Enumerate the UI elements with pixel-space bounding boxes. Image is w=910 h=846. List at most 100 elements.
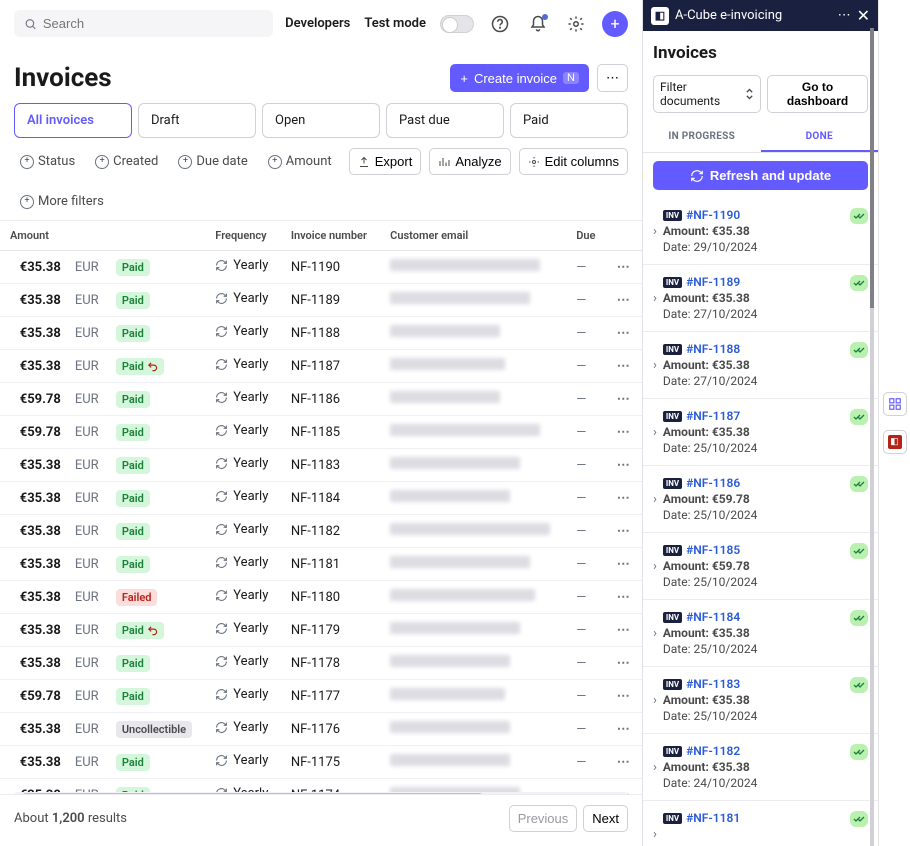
cell-invoice-number: NF-1178 bbox=[281, 647, 380, 680]
col-amount[interactable]: Amount bbox=[0, 221, 205, 251]
table-row[interactable]: €35.38 EUR Uncollectible Yearly NF-1176 … bbox=[0, 713, 642, 746]
cell-frequency: Yearly bbox=[205, 284, 281, 317]
col-due[interactable]: Due bbox=[566, 221, 607, 251]
invoice-link[interactable]: #NF-1188 bbox=[686, 342, 740, 356]
next-button[interactable]: Next bbox=[583, 805, 628, 832]
refresh-button[interactable]: Refresh and update bbox=[653, 161, 868, 190]
tab-in-progress[interactable]: IN PROGRESS bbox=[643, 123, 761, 152]
analyze-button[interactable]: Analyze bbox=[429, 148, 510, 175]
side-invoice-item[interactable]: › INV #NF-1182 Amount: €35.38Date: 24/10… bbox=[643, 734, 878, 801]
row-menu-button[interactable]: ⋯ bbox=[607, 383, 642, 416]
row-menu-button[interactable]: ⋯ bbox=[607, 647, 642, 680]
developers-link[interactable]: Developers bbox=[285, 16, 350, 31]
col-frequency[interactable]: Frequency bbox=[205, 221, 281, 251]
side-invoice-item[interactable]: › INV #NF-1186 Amount: €59.78Date: 25/10… bbox=[643, 466, 878, 533]
previous-button[interactable]: Previous bbox=[509, 805, 578, 832]
table-row[interactable]: €35.38 EUR Paid Yearly NF-1182 — ⋯ bbox=[0, 515, 642, 548]
rail-apps-icon[interactable] bbox=[883, 392, 907, 416]
side-invoice-item[interactable]: › INV #NF-1184 Amount: €35.38Date: 25/10… bbox=[643, 600, 878, 667]
table-scroll[interactable]: Amount Frequency Invoice number Customer… bbox=[0, 221, 642, 846]
row-menu-button[interactable]: ⋯ bbox=[607, 548, 642, 581]
side-scrollbar[interactable] bbox=[870, 28, 874, 846]
table-row[interactable]: €59.78 EUR Paid Yearly NF-1186 — ⋯ bbox=[0, 383, 642, 416]
col-customer-email[interactable]: Customer email bbox=[380, 221, 566, 251]
cell-status: Paid bbox=[106, 515, 205, 548]
invoice-link[interactable]: #NF-1189 bbox=[686, 275, 740, 289]
tab-paid[interactable]: Paid bbox=[510, 103, 628, 138]
filter-amount[interactable]: +Amount bbox=[262, 151, 338, 172]
table-row[interactable]: €59.78 EUR Paid Yearly NF-1185 — ⋯ bbox=[0, 416, 642, 449]
row-menu-button[interactable]: ⋯ bbox=[607, 284, 642, 317]
export-button[interactable]: Export bbox=[349, 148, 422, 175]
help-icon[interactable] bbox=[488, 12, 512, 36]
side-invoice-item[interactable]: › INV #NF-1183 Amount: €35.38Date: 25/10… bbox=[643, 667, 878, 734]
table-row[interactable]: €35.38 EUR Paid Yearly NF-1181 — ⋯ bbox=[0, 548, 642, 581]
table-row[interactable]: €35.38 EUR Paid Yearly NF-1175 — ⋯ bbox=[0, 746, 642, 779]
side-invoice-item[interactable]: › INV #NF-1190 Amount: €35.38Date: 29/10… bbox=[643, 198, 878, 265]
row-menu-button[interactable]: ⋯ bbox=[607, 515, 642, 548]
row-menu-button[interactable]: ⋯ bbox=[607, 449, 642, 482]
invoice-link[interactable]: #NF-1183 bbox=[686, 677, 740, 691]
row-menu-button[interactable]: ⋯ bbox=[607, 317, 642, 350]
table-row[interactable]: €35.38 EUR Paid Yearly NF-1184 — ⋯ bbox=[0, 482, 642, 515]
search-input[interactable] bbox=[43, 16, 263, 31]
filter-status[interactable]: +Status bbox=[14, 151, 81, 172]
tab-open[interactable]: Open bbox=[262, 103, 380, 138]
filter-due-date[interactable]: +Due date bbox=[172, 151, 253, 172]
invoice-link[interactable]: #NF-1186 bbox=[686, 476, 740, 490]
row-menu-button[interactable]: ⋯ bbox=[607, 614, 642, 647]
test-mode-toggle[interactable] bbox=[440, 15, 474, 33]
side-more-icon[interactable]: ⋯ bbox=[838, 8, 851, 23]
side-invoice-item[interactable]: › INV #NF-1181 bbox=[643, 801, 878, 846]
create-invoice-button[interactable]: + Create invoice N bbox=[450, 64, 589, 92]
settings-icon[interactable] bbox=[564, 12, 588, 36]
rail-acube-icon[interactable]: ◧ bbox=[883, 430, 907, 454]
notifications-icon[interactable] bbox=[526, 12, 550, 36]
side-scrollbar-thumb[interactable] bbox=[870, 28, 874, 308]
tab-draft[interactable]: Draft bbox=[138, 103, 256, 138]
side-invoice-item[interactable]: › INV #NF-1185 Amount: €59.78Date: 25/10… bbox=[643, 533, 878, 600]
side-invoice-item[interactable]: › INV #NF-1189 Amount: €35.38Date: 27/10… bbox=[643, 265, 878, 332]
search-wrap[interactable] bbox=[14, 10, 273, 37]
table-row[interactable]: €35.38 EUR Failed Yearly NF-1180 — ⋯ bbox=[0, 581, 642, 614]
invoice-link[interactable]: #NF-1190 bbox=[686, 208, 740, 222]
table-row[interactable]: €35.38 EUR Paid Yearly NF-1179 — ⋯ bbox=[0, 614, 642, 647]
close-icon[interactable]: ✕ bbox=[857, 6, 870, 25]
add-button[interactable]: + bbox=[602, 11, 628, 37]
invoice-link[interactable]: #NF-1185 bbox=[686, 543, 740, 557]
row-menu-button[interactable]: ⋯ bbox=[607, 746, 642, 779]
more-actions-button[interactable]: ⋯ bbox=[597, 64, 628, 92]
col-invoice-number[interactable]: Invoice number bbox=[281, 221, 380, 251]
row-menu-button[interactable]: ⋯ bbox=[607, 713, 642, 746]
tab-all-invoices[interactable]: All invoices bbox=[14, 103, 132, 138]
table-row[interactable]: €59.78 EUR Paid Yearly NF-1177 — ⋯ bbox=[0, 680, 642, 713]
invoice-link[interactable]: #NF-1187 bbox=[686, 409, 740, 423]
filter-created[interactable]: +Created bbox=[89, 151, 164, 172]
row-menu-button[interactable]: ⋯ bbox=[607, 482, 642, 515]
go-to-dashboard-button[interactable]: Go to dashboard bbox=[767, 75, 868, 113]
row-menu-button[interactable]: ⋯ bbox=[607, 251, 642, 284]
invoice-link[interactable]: #NF-1182 bbox=[686, 744, 740, 758]
table-row[interactable]: €35.38 EUR Paid Yearly NF-1178 — ⋯ bbox=[0, 647, 642, 680]
invoice-link[interactable]: #NF-1184 bbox=[686, 610, 740, 624]
side-list[interactable]: › INV #NF-1190 Amount: €35.38Date: 29/10… bbox=[643, 198, 878, 846]
row-menu-button[interactable]: ⋯ bbox=[607, 680, 642, 713]
edit-columns-button[interactable]: Edit columns bbox=[519, 148, 628, 175]
tab-past-due[interactable]: Past due bbox=[386, 103, 504, 138]
more-filters[interactable]: +More filters bbox=[14, 191, 110, 212]
table-row[interactable]: €35.38 EUR Paid Yearly NF-1183 — ⋯ bbox=[0, 449, 642, 482]
table-row[interactable]: €35.38 EUR Paid Yearly NF-1189 — ⋯ bbox=[0, 284, 642, 317]
row-menu-button[interactable]: ⋯ bbox=[607, 350, 642, 383]
filter-documents-select[interactable]: Filter documents bbox=[653, 75, 761, 113]
tab-done[interactable]: DONE bbox=[761, 123, 879, 152]
side-invoice-item[interactable]: › INV #NF-1187 Amount: €35.38Date: 25/10… bbox=[643, 399, 878, 466]
row-menu-button[interactable]: ⋯ bbox=[607, 581, 642, 614]
table-row[interactable]: €35.38 EUR Paid Yearly NF-1190 — ⋯ bbox=[0, 251, 642, 284]
done-check-icon bbox=[850, 811, 868, 827]
table-row[interactable]: €35.38 EUR Paid Yearly NF-1187 — ⋯ bbox=[0, 350, 642, 383]
invoice-link[interactable]: #NF-1181 bbox=[686, 811, 740, 825]
side-invoice-item[interactable]: › INV #NF-1188 Amount: €35.38Date: 27/10… bbox=[643, 332, 878, 399]
table-row[interactable]: €35.38 EUR Paid Yearly NF-1188 — ⋯ bbox=[0, 317, 642, 350]
row-menu-button[interactable]: ⋯ bbox=[607, 416, 642, 449]
cell-status: Paid bbox=[106, 251, 205, 284]
